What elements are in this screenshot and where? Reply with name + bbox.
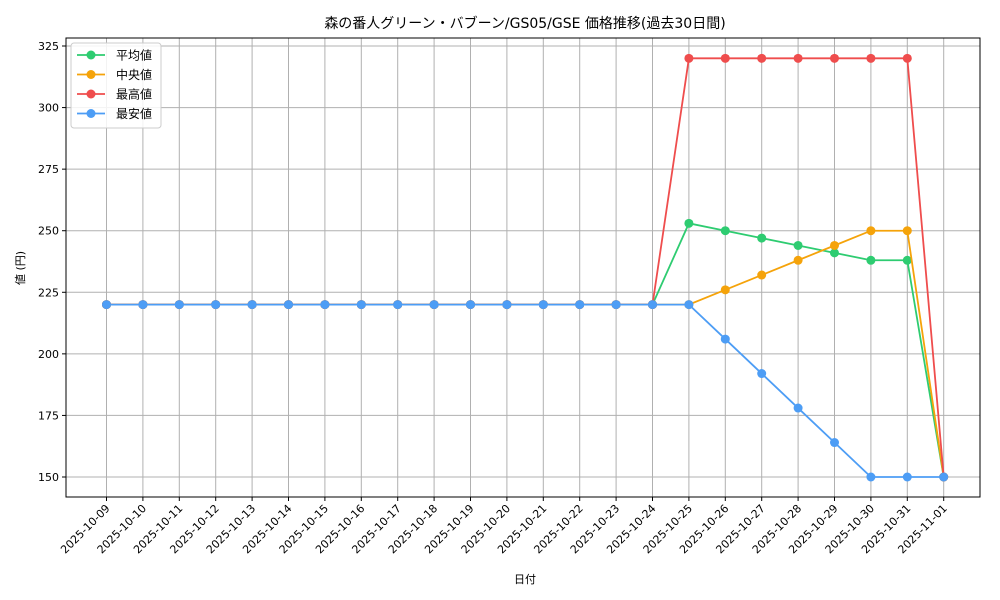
- legend-marker-icon: [86, 70, 96, 79]
- legend-marker-icon: [86, 109, 96, 118]
- data-point: [793, 240, 803, 250]
- data-point: [720, 53, 730, 63]
- data-point: [611, 300, 621, 310]
- data-point: [684, 218, 694, 228]
- data-point: [939, 472, 949, 482]
- legend-entry: 平均値: [77, 48, 152, 63]
- legend-marker-icon: [86, 89, 96, 99]
- data-point: [502, 300, 512, 310]
- data-point: [793, 403, 803, 413]
- series-line: [102, 218, 949, 482]
- data-point: [284, 300, 293, 310]
- y-axis-ticks: 150 175 200 225 250 275 300 325: [38, 40, 66, 484]
- legend-label: 中央値: [116, 67, 152, 82]
- data-point: [720, 226, 730, 236]
- data-point: [902, 255, 912, 265]
- data-point: [830, 53, 839, 63]
- data-point: [320, 300, 330, 310]
- chart-title: 森の番人グリーン・バブーン/GS05/GSE 価格推移(過去30日間): [324, 15, 725, 32]
- legend-label: 最安値: [116, 106, 152, 121]
- data-point: [902, 472, 912, 482]
- data-point: [757, 270, 767, 280]
- data-point: [247, 300, 257, 310]
- data-point: [720, 334, 730, 344]
- data-point: [684, 53, 694, 63]
- data-point: [356, 300, 366, 310]
- data-point: [393, 300, 403, 310]
- data-point: [138, 300, 148, 310]
- y-tick-label: 250: [38, 225, 59, 238]
- y-tick-label: 300: [38, 102, 59, 115]
- y-tick-label: 175: [38, 409, 59, 422]
- data-point: [466, 300, 475, 310]
- legend-label: 平均値: [116, 48, 152, 63]
- data-point: [174, 300, 184, 310]
- x-axis-label: 日付: [514, 573, 536, 586]
- data-point: [866, 226, 876, 236]
- data-point: [793, 53, 803, 63]
- legend-entry: 中央値: [77, 67, 152, 82]
- y-tick-label: 225: [38, 286, 59, 299]
- data-series: [102, 53, 949, 482]
- data-point: [793, 255, 803, 265]
- data-point: [757, 233, 767, 243]
- y-tick-label: 200: [38, 348, 59, 361]
- y-axis-label: 値 (円): [14, 251, 27, 285]
- data-point: [830, 438, 839, 448]
- data-point: [648, 300, 657, 310]
- y-tick-label: 150: [38, 471, 59, 484]
- data-point: [211, 300, 221, 310]
- data-point: [429, 300, 439, 310]
- y-tick-label: 275: [38, 163, 59, 176]
- grid-lines: [66, 38, 980, 497]
- data-point: [720, 285, 730, 295]
- legend-label: 最高値: [116, 87, 152, 102]
- legend-entry: 最高値: [77, 87, 152, 102]
- data-point: [830, 240, 839, 250]
- data-point: [757, 369, 767, 379]
- legend-box: [70, 42, 162, 129]
- data-point: [830, 248, 839, 258]
- x-axis-ticks: 2025-10-092025-10-102025-10-112025-10-12…: [58, 497, 950, 556]
- data-point: [575, 300, 585, 310]
- data-point: [538, 300, 548, 310]
- data-point: [902, 226, 912, 236]
- data-point: [866, 53, 876, 63]
- y-tick-label: 325: [38, 40, 59, 53]
- data-point: [102, 300, 111, 310]
- legend-entry: 最安値: [77, 106, 152, 121]
- series-line: [102, 300, 949, 482]
- legend-marker-icon: [86, 50, 96, 60]
- plot-area-frame: [65, 37, 981, 498]
- data-point: [902, 53, 912, 63]
- data-point: [866, 255, 876, 265]
- data-point: [684, 300, 694, 310]
- series-line: [102, 53, 949, 482]
- data-point: [757, 53, 767, 63]
- data-point: [866, 472, 876, 482]
